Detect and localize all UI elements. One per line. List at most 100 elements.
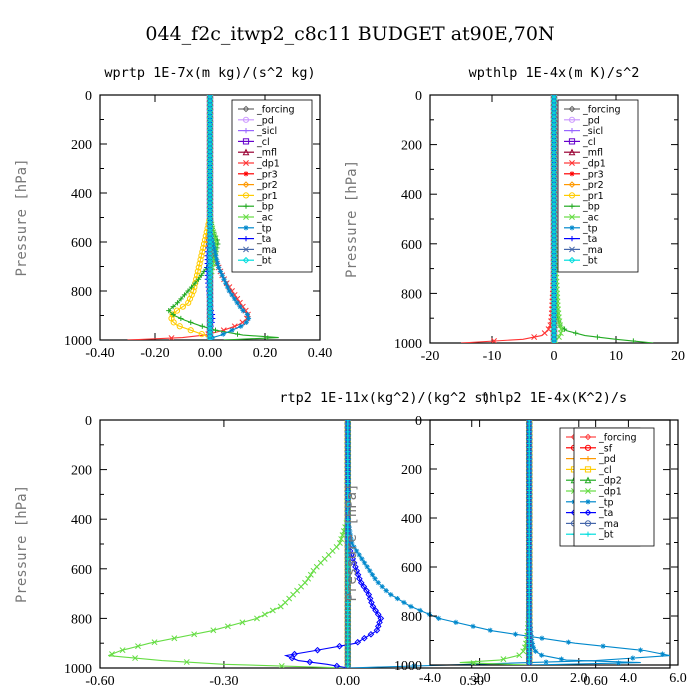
legend-entry: _bt: [564, 256, 598, 267]
legend-marker: [569, 171, 575, 177]
data-point: [206, 162, 214, 169]
legend-marker: [243, 128, 249, 134]
data-point: [470, 623, 476, 629]
legend-label: _bp: [256, 202, 274, 213]
y-tick-label: 200: [71, 464, 92, 479]
data-point: [372, 576, 378, 582]
legend-marker: [569, 128, 575, 134]
legend-marker: [569, 236, 575, 242]
data-point: [198, 272, 204, 278]
panel-title: wprtp 1E-7x(m kg)/(s^2 kg): [104, 65, 315, 81]
x-tick-label: 0.40: [308, 346, 333, 361]
legend-label: _tp: [598, 497, 614, 508]
data-point: [206, 319, 214, 326]
legend-label: _tp: [582, 223, 598, 234]
data-point: [388, 591, 394, 598]
data-point: [179, 303, 186, 310]
x-tick-label: 4.0: [620, 671, 638, 686]
data-point: [224, 623, 231, 630]
data-point: [206, 315, 214, 322]
data-point: [206, 189, 214, 197]
data-point: [550, 182, 558, 190]
data-point: [288, 654, 296, 662]
legend-marker: [568, 256, 576, 264]
data-point: [550, 151, 558, 158]
data-point: [369, 603, 377, 610]
data-point: [170, 311, 176, 318]
data-point: [372, 607, 379, 614]
legend-marker: [242, 116, 250, 123]
y-tick-label: 800: [71, 612, 92, 627]
legend-marker: [585, 488, 591, 494]
panel-title: wpthlp 1E-4x(m K)/s^2: [469, 65, 640, 81]
data-point: [206, 217, 214, 224]
x-tick-label: -0.20: [140, 346, 169, 361]
legend-entry: _pd: [564, 115, 600, 126]
y-axis-label: Pressure [hPa]: [344, 483, 360, 601]
data-point: [310, 567, 317, 574]
data-point: [550, 278, 558, 285]
data-point: [600, 643, 606, 649]
legend-label: _dp2: [598, 476, 622, 487]
data-point: [206, 181, 214, 189]
legend-label: _ta: [582, 234, 597, 245]
data-point: [550, 274, 558, 281]
legend-entry: _pr1: [564, 191, 604, 202]
legend-entry: _forcing: [580, 433, 637, 444]
data-point: [383, 588, 389, 594]
legend-label: _ma: [598, 519, 619, 530]
data-point: [206, 103, 214, 111]
legend-entry: _dp1: [564, 159, 606, 170]
data-point: [349, 540, 355, 546]
series-line: [460, 95, 555, 343]
data-point: [374, 611, 382, 618]
data-point: [550, 115, 558, 123]
x-tick-label: 0.0: [520, 671, 538, 686]
data-point: [550, 139, 558, 146]
legend-marker: [242, 105, 250, 113]
y-tick-label: 1000: [394, 659, 422, 674]
data-point: [220, 331, 226, 337]
legend-entry: _ac: [238, 213, 273, 224]
data-point: [239, 619, 246, 626]
data-point: [206, 95, 214, 103]
data-point: [151, 639, 158, 646]
data-point: [240, 308, 246, 314]
data-point: [206, 126, 214, 134]
data-point: [550, 258, 558, 265]
data-point: [525, 659, 533, 665]
data-point: [550, 147, 558, 154]
data-point: [261, 611, 268, 618]
data-point: [206, 330, 214, 338]
data-point: [367, 568, 373, 574]
legend-label: _mfl: [582, 148, 603, 159]
data-point: [206, 146, 214, 154]
data-point: [198, 252, 205, 259]
legend-marker: [569, 203, 575, 209]
data-point: [314, 646, 321, 654]
data-point: [216, 264, 222, 271]
y-axis-label: Pressure [hPa]: [14, 158, 30, 276]
data-point: [206, 166, 214, 173]
figure-title: 044_f2c_itwp2_c8c11 BUDGET at90E,70N: [145, 23, 554, 45]
y-tick-label: 800: [401, 610, 422, 625]
x-tick-label: 0.60: [583, 674, 608, 689]
data-point: [550, 190, 558, 198]
data-point: [533, 648, 539, 654]
data-point: [206, 232, 214, 240]
data-point: [550, 206, 558, 214]
x-tick-label: -20: [421, 349, 440, 364]
data-point: [550, 321, 558, 329]
data-point: [206, 213, 214, 220]
legend-marker: [584, 520, 592, 527]
legend-entry: _forcing: [238, 105, 295, 116]
data-point: [550, 186, 558, 194]
data-point: [550, 270, 558, 277]
legend-label: _pr2: [256, 180, 278, 191]
legend-label: _bp: [582, 202, 600, 213]
legend-marker: [568, 192, 576, 199]
y-tick-label: 1000: [394, 337, 422, 352]
legend-entry: _cl: [564, 137, 596, 148]
series-line: [108, 420, 349, 668]
data-point: [550, 325, 558, 333]
